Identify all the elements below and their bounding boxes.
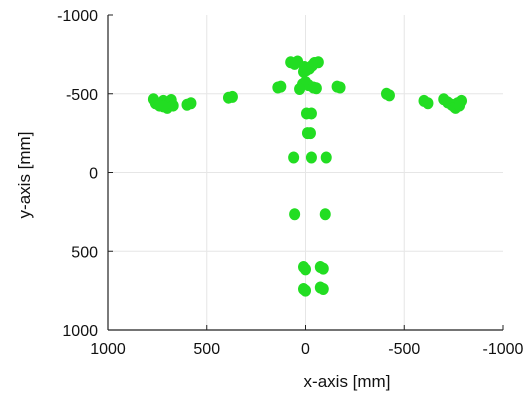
- tick-labels: 1000 500 0 -500 -1000 -1000 -500 0 500 1000: [57, 8, 523, 358]
- x-axis-label: x-axis [mm]: [304, 372, 391, 391]
- data-point: [334, 81, 346, 94]
- data-points: [147, 55, 468, 297]
- data-point: [454, 99, 466, 112]
- x-tick-label: -1000: [483, 341, 524, 358]
- data-point: [167, 99, 179, 112]
- data-point: [303, 62, 315, 75]
- data-point: [310, 82, 322, 95]
- data-point: [317, 283, 329, 296]
- axes: [107, 14, 504, 331]
- y-tick-label: -500: [66, 87, 98, 104]
- y-tick-label: -1000: [57, 8, 98, 25]
- y-tick-label: 1000: [62, 323, 98, 340]
- data-point: [320, 151, 332, 164]
- data-point: [289, 208, 301, 221]
- data-point: [305, 107, 317, 120]
- data-point: [226, 90, 238, 103]
- y-axis-label: y-axis [mm]: [15, 132, 34, 219]
- data-point: [422, 97, 434, 110]
- x-tick-label: -500: [388, 341, 420, 358]
- data-point: [300, 284, 311, 297]
- data-point: [383, 89, 395, 102]
- x-tick-label: 0: [301, 341, 310, 358]
- data-point: [319, 208, 331, 221]
- data-point: [185, 97, 197, 110]
- data-point: [305, 151, 317, 164]
- data-point: [304, 127, 316, 140]
- data-point: [317, 262, 329, 275]
- x-tick-label: 500: [193, 341, 220, 358]
- data-point: [294, 83, 306, 96]
- data-point: [288, 151, 300, 164]
- y-tick-label: 0: [89, 166, 98, 183]
- x-tick-label: 1000: [90, 341, 126, 358]
- data-point: [300, 263, 311, 276]
- data-point: [157, 100, 169, 113]
- y-tick-label: 500: [71, 244, 98, 261]
- data-point: [275, 80, 287, 93]
